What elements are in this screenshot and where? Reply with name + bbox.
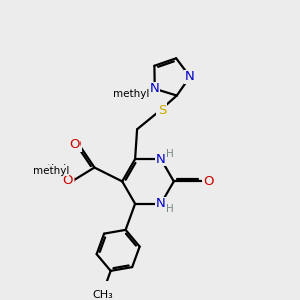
Text: O: O [70, 138, 81, 152]
Text: N: N [156, 197, 166, 210]
Text: methyl: methyl [113, 89, 150, 99]
Text: H: H [164, 149, 172, 159]
Text: methyl: methyl [32, 164, 66, 175]
Text: methyl: methyl [33, 166, 69, 176]
Text: O: O [203, 175, 214, 188]
Text: H: H [166, 149, 173, 159]
Text: O: O [64, 174, 74, 187]
Text: O: O [202, 175, 213, 188]
Text: H: H [164, 203, 172, 213]
Text: O: O [63, 174, 73, 187]
Text: methyl: methyl [112, 90, 146, 100]
Text: S: S [157, 104, 165, 117]
Text: O: O [69, 138, 80, 152]
Text: N: N [156, 153, 166, 166]
Text: N: N [156, 153, 166, 166]
Text: N: N [185, 70, 195, 83]
Text: H: H [166, 203, 173, 214]
Text: N: N [156, 197, 166, 210]
Text: S: S [158, 104, 166, 117]
Text: N: N [185, 70, 195, 83]
Text: N: N [150, 82, 160, 95]
Text: N: N [150, 82, 160, 95]
Text: CH₃: CH₃ [93, 290, 114, 300]
